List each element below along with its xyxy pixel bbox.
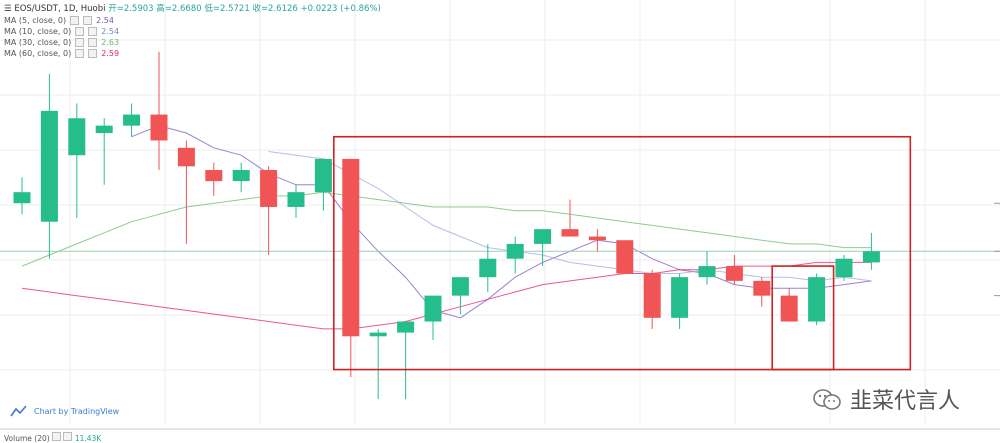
ma-10-line: [268, 151, 872, 282]
candle-up: [451, 277, 469, 296]
settings-icon[interactable]: [63, 432, 73, 441]
symbol-line: EOS/USDT, 1D, Huobi: [14, 4, 106, 14]
ma-60-line: [21, 261, 872, 330]
eye-icon[interactable]: [75, 49, 85, 58]
candle-up: [40, 110, 58, 222]
candle-up: [123, 114, 141, 126]
candle-down: [725, 266, 743, 281]
candle-up: [397, 321, 415, 333]
candle-down: [561, 229, 579, 237]
candle-up: [534, 229, 552, 244]
candle-up: [698, 266, 716, 278]
volume-label: Volume (20): [4, 434, 50, 443]
candle-down: [205, 170, 223, 182]
ma60-label: MA (60, close, 0): [4, 49, 72, 58]
eye-icon[interactable]: [52, 432, 62, 441]
candle-up: [314, 158, 332, 193]
candle-up: [95, 125, 113, 134]
candle-up: [671, 277, 689, 318]
volume-legend: Volume (20) 11.43K: [4, 432, 101, 443]
candle-down: [177, 147, 195, 167]
legend-row-ma60[interactable]: MA (60, close, 0) 2.59: [4, 48, 381, 59]
candle-up: [287, 192, 305, 207]
highlight-box-large: [332, 135, 912, 371]
candle-down: [342, 158, 360, 337]
legend-row-ma30[interactable]: MA (30, close, 0) 2.63: [4, 37, 381, 48]
candle-up: [479, 258, 497, 278]
wechat-watermark: 韭菜代言人: [812, 383, 960, 415]
candle-up: [835, 258, 853, 278]
symbol-header: ☰ EOS/USDT, 1D, Huobi 开=2.5903 高=2.6680 …: [4, 4, 381, 15]
candle-down: [150, 114, 168, 141]
ma60-value: 2.59: [101, 49, 120, 58]
ma30-value: 2.63: [101, 38, 120, 47]
eye-icon[interactable]: [70, 16, 80, 25]
candle-down: [780, 295, 798, 322]
ma-30-line: [21, 191, 872, 267]
settings-icon[interactable]: [88, 38, 98, 47]
legend-row-ma5[interactable]: MA (5, close, 0) 2.54: [4, 15, 381, 26]
high-value: 高=2.6680: [156, 4, 202, 14]
volume-value: 11.43K: [74, 434, 102, 443]
watermark-text: 韭菜代言人: [850, 389, 961, 414]
candle-up: [68, 118, 86, 156]
close-value: 收=2.6126: [252, 4, 298, 14]
candle-up: [862, 251, 880, 263]
candle-down: [643, 273, 661, 318]
ma-5-line: [131, 125, 872, 319]
open-value: 开=2.5903: [108, 4, 154, 14]
candle-up: [808, 277, 826, 322]
candle-up: [13, 192, 31, 204]
attribution-text: Chart by TradingView: [34, 406, 120, 416]
candle-down: [753, 280, 771, 296]
tradingview-attribution[interactable]: Chart by TradingView: [10, 405, 119, 417]
candle-up: [369, 332, 387, 337]
menu-icon[interactable]: ☰: [4, 4, 12, 14]
settings-icon[interactable]: [88, 49, 98, 58]
ma10-label: MA (10, close, 0): [4, 27, 72, 36]
wechat-logo-icon: [813, 389, 841, 410]
ma10-value: 2.54: [101, 27, 120, 36]
highlight-box-small: [771, 265, 835, 371]
candle-down: [616, 240, 634, 274]
settings-icon[interactable]: [88, 27, 98, 36]
eye-icon[interactable]: [75, 38, 85, 47]
candle-up: [424, 295, 442, 322]
candle-up: [506, 243, 524, 259]
candle-down: [260, 170, 278, 207]
candle-down: [588, 236, 606, 241]
tradingview-logo-icon: [10, 405, 27, 417]
ma5-value: 2.54: [96, 16, 114, 25]
ma5-label: MA (5, close, 0): [4, 16, 67, 25]
candle-up: [232, 170, 250, 182]
settings-icon[interactable]: [83, 16, 93, 25]
chart-legend: ☰ EOS/USDT, 1D, Huobi 开=2.5903 高=2.6680 …: [4, 4, 381, 59]
legend-row-ma10[interactable]: MA (10, close, 0) 2.54: [4, 26, 381, 37]
eye-icon[interactable]: [75, 27, 85, 36]
ma30-label: MA (30, close, 0): [4, 38, 72, 47]
change-value: +0.0223 (+0.86%): [300, 4, 381, 14]
low-value: 低=2.5721: [204, 4, 250, 14]
